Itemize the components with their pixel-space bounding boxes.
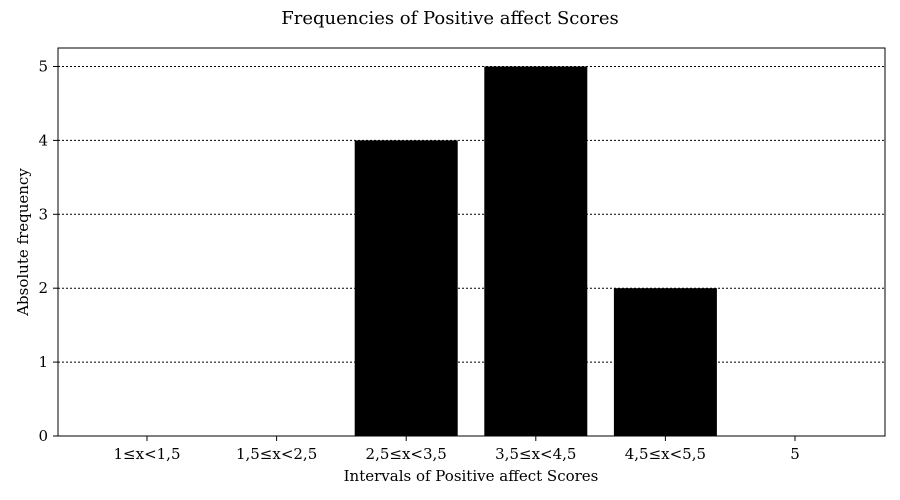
x-tick-label: 3,5≤x<4,5: [495, 445, 576, 463]
plot-frame: [57, 47, 886, 437]
y-tick-label: 4: [38, 131, 48, 149]
y-tick-label: 5: [38, 57, 48, 75]
y-axis-label: Absolute frequency: [14, 168, 32, 317]
chart-title: Frequencies of Positive affect Scores: [281, 8, 618, 29]
bar: [484, 66, 588, 436]
bars: [354, 66, 717, 436]
x-tick-label: 1,5≤x<2,5: [236, 445, 317, 463]
x-tick-label: 2,5≤x<3,5: [366, 445, 447, 463]
y-axis-ticks: 0 1 2 3 4 5: [38, 57, 58, 445]
y-tick-label: 0: [38, 427, 48, 445]
x-axis-ticks: 1≤x<1,5 1,5≤x<2,5 2,5≤x<3,5 3,5≤x<4,5 4,5≤x<…: [114, 436, 800, 463]
y-tick-label: 3: [38, 205, 48, 223]
x-axis-label: Intervals of Positive affect Scores: [344, 467, 599, 485]
y-gridlines: [58, 65, 885, 437]
bar: [613, 288, 717, 436]
y-tick-label: 2: [38, 279, 48, 297]
x-tick-label: 4,5≤x<5,5: [625, 445, 706, 463]
x-tick-label: 5: [790, 445, 800, 463]
y-tick-label: 1: [38, 353, 48, 371]
x-tick-label: 1≤x<1,5: [114, 445, 181, 463]
bar: [354, 140, 458, 436]
